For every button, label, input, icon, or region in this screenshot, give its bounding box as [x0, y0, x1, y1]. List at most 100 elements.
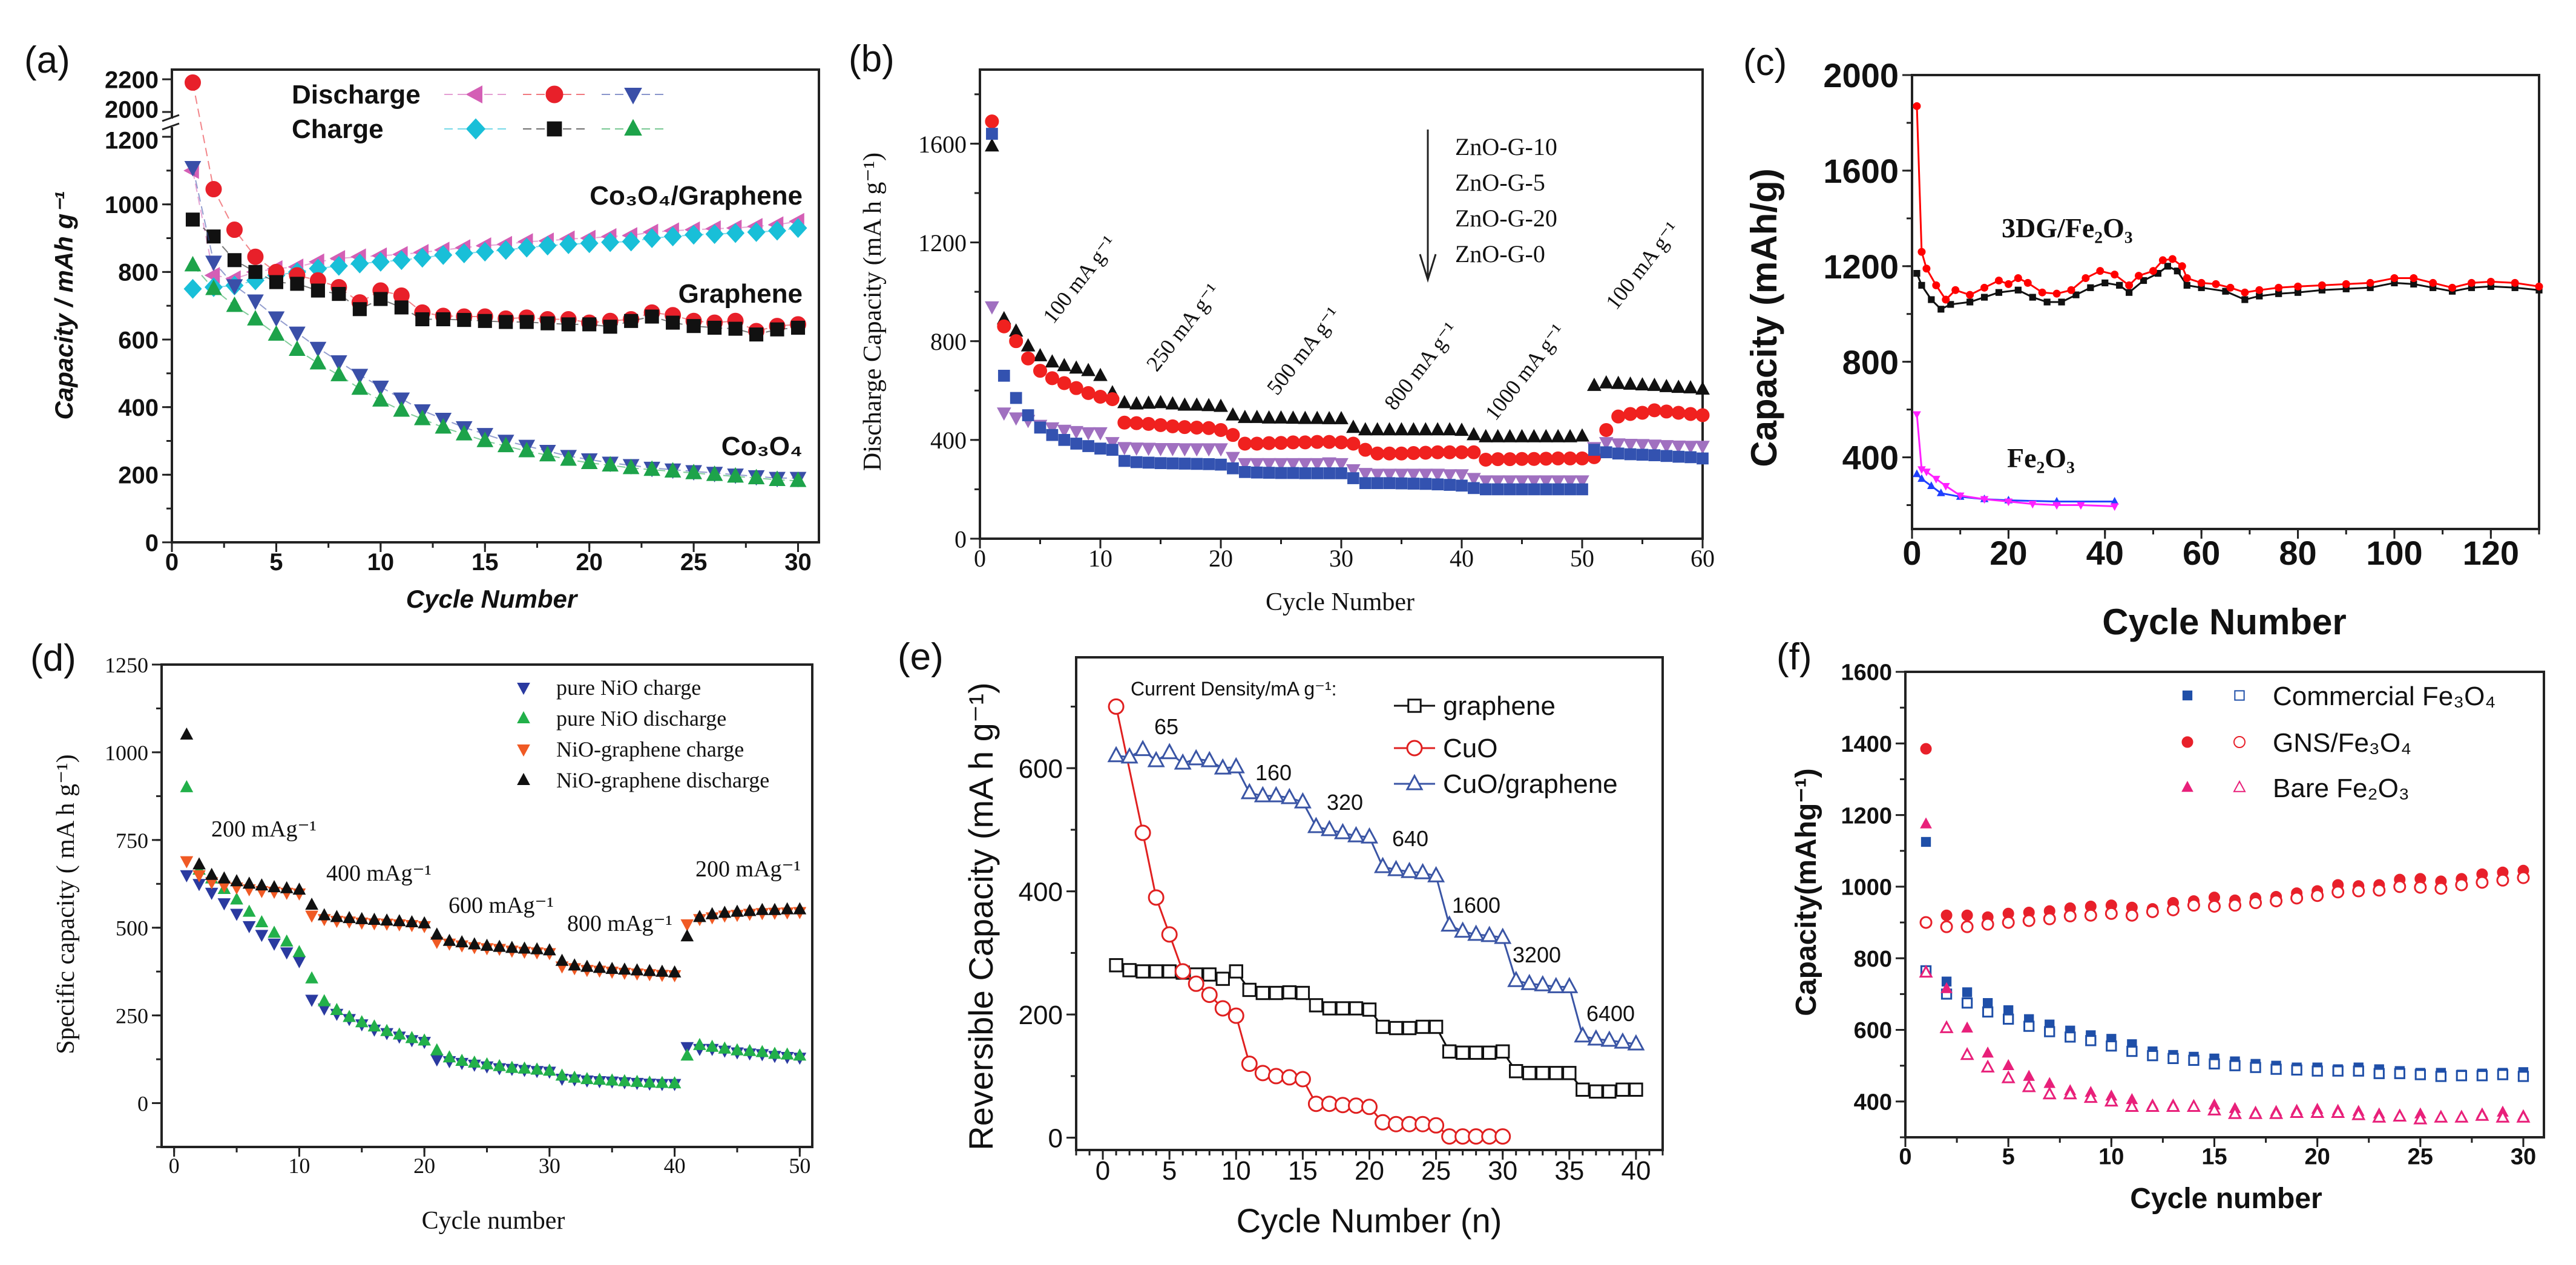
x-tick-label: 0: [1899, 1144, 1911, 1169]
y-tick-label: 1200: [105, 127, 159, 154]
data-point: [1189, 443, 1204, 457]
y-axis-label: Specific capacity ( mA h g⁻¹): [52, 754, 80, 1054]
data-point: [1118, 455, 1131, 467]
data-point: [1515, 452, 1529, 466]
data-point: [1226, 428, 1240, 442]
data-point: [1020, 338, 1036, 352]
data-point: [1961, 1021, 1973, 1033]
data-point: [2003, 1005, 2014, 1016]
data-point: [1375, 1114, 1392, 1131]
x-tick-label: 50: [789, 1154, 810, 1178]
data-point: [2393, 1108, 2407, 1122]
data-point: [1574, 1026, 1592, 1043]
data-point: [1294, 1071, 1311, 1088]
data-point: [2029, 294, 2036, 301]
data-point: [1588, 444, 1600, 456]
data-point: [727, 467, 744, 483]
data-point: [2486, 277, 2495, 286]
data-point: [2517, 1071, 2529, 1082]
y-tick-label: 0: [137, 1092, 148, 1116]
data-point: [2393, 880, 2407, 893]
data-point: [1162, 964, 1177, 979]
data-point: [1120, 747, 1138, 764]
data-point: [1430, 445, 1445, 459]
data-point: [2517, 871, 2530, 884]
legend-marker: [517, 744, 530, 757]
data-point: [1960, 920, 1974, 933]
data-point: [580, 959, 594, 972]
series-pure-nio-discharge: [180, 780, 807, 1089]
data-point: [630, 963, 644, 976]
data-point: [1598, 437, 1614, 451]
data-point: [680, 929, 694, 942]
data-point: [2023, 1020, 2035, 1032]
data-point: [1428, 1117, 1445, 1134]
data-point: [430, 1043, 444, 1056]
data-point: [373, 292, 388, 306]
data-point: [2116, 281, 2123, 289]
data-point: [1980, 294, 1988, 301]
data-point: [1188, 975, 1204, 992]
data-point: [643, 460, 660, 476]
data-point: [1189, 397, 1204, 411]
data-point: [1261, 410, 1276, 424]
data-point: [2516, 1109, 2531, 1123]
data-point: [2270, 895, 2283, 908]
data-point: [413, 248, 432, 268]
data-point: [2023, 1070, 2036, 1081]
data-point: [1995, 289, 2003, 296]
legend-label: Bare Fe₂O₃: [2273, 774, 2410, 803]
data-point: [1994, 276, 2003, 284]
data-point: [1611, 375, 1626, 389]
data-point: [1936, 488, 1945, 496]
data-point: [2188, 1054, 2200, 1066]
y-tick-label: 400: [1019, 877, 1063, 907]
data-point: [1960, 1046, 1974, 1060]
legend-label: ZnO-G-10: [1455, 133, 1557, 160]
data-point: [255, 878, 269, 891]
legend-marker: [1406, 740, 1423, 757]
data-point: [1917, 474, 1926, 482]
data-point: [643, 228, 662, 248]
legend-label: Discharge: [292, 80, 421, 110]
legend: pure NiO charge pure NiO discharge NiO-gra…: [517, 675, 769, 792]
x-axis-label: Cycle Number: [406, 585, 579, 613]
data-point: [217, 898, 231, 911]
data-point: [1107, 746, 1125, 763]
data-point: [2023, 278, 2032, 287]
data-point: [205, 887, 218, 900]
data-point: [1189, 420, 1204, 435]
y-tick-label: 800: [1842, 343, 1899, 381]
data-point: [1334, 435, 1349, 450]
series-5: [184, 255, 807, 487]
data-point: [1980, 1059, 1995, 1073]
data-point: [185, 212, 200, 227]
data-point: [1374, 856, 1392, 873]
data-point: [476, 432, 494, 447]
data-point: [2084, 908, 2097, 922]
data-point: [605, 962, 619, 974]
data-point: [1635, 406, 1649, 420]
data-point: [1010, 392, 1022, 404]
data-point: [1093, 367, 1108, 381]
data-point: [1563, 451, 1577, 465]
data-point: [2126, 289, 2133, 296]
data-point: [1286, 435, 1300, 450]
data-point: [343, 911, 356, 924]
legend-marker: [1407, 698, 1422, 713]
data-point: [705, 224, 724, 245]
data-point: [183, 278, 202, 299]
data-point: [1478, 429, 1493, 442]
x-tick-label: 15: [1288, 1156, 1318, 1186]
data-point: [1178, 458, 1191, 470]
data-point: [530, 1062, 544, 1075]
data-point: [1406, 445, 1421, 460]
data-point: [1322, 411, 1336, 424]
data-point: [1201, 443, 1216, 457]
data-point: [1441, 915, 1459, 932]
data-point: [1267, 1068, 1284, 1085]
data-point: [1109, 958, 1123, 973]
annotation: 65: [1154, 714, 1178, 739]
data-point: [1683, 441, 1698, 455]
series-2: [1920, 743, 2529, 923]
